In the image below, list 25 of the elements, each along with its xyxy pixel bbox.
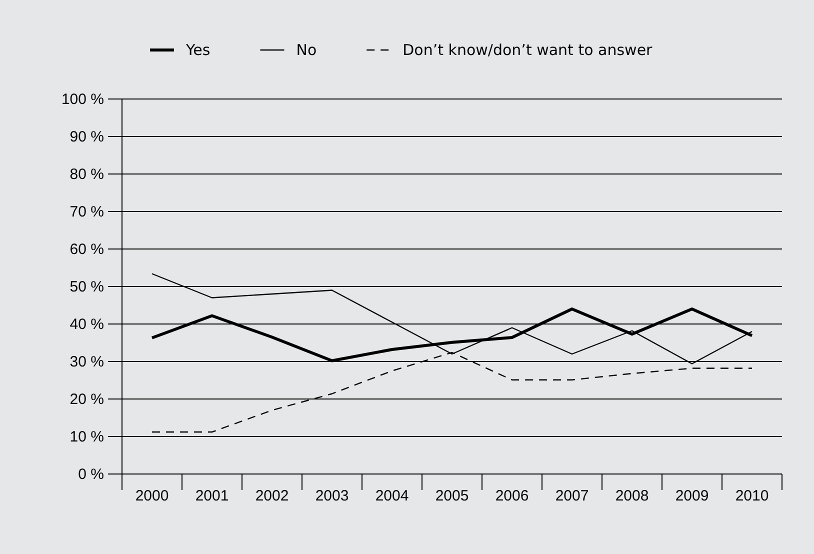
x-tick-label: 2007 [555, 488, 589, 505]
y-tick-label: 70 % [70, 203, 104, 220]
y-tick-label: 50 % [70, 278, 104, 296]
y-tick-label: 20 % [70, 390, 104, 408]
x-tick-label: 2006 [495, 488, 529, 505]
x-tick-label: 2003 [315, 488, 349, 505]
x-tick-label: 2001 [195, 488, 229, 505]
y-tick-label: 80 % [70, 166, 104, 183]
legend-label: Don’t know/don’t want to answer [402, 41, 654, 59]
x-tick-label: 2010 [735, 488, 769, 505]
y-tick-label: 90 % [70, 128, 104, 146]
y-tick-label: 10 % [70, 428, 104, 446]
y-tick-label: 0 % [78, 466, 104, 483]
x-tick-label: 2005 [435, 488, 469, 505]
x-tick-label: 2000 [135, 488, 169, 505]
x-tick-label: 2002 [255, 488, 289, 505]
x-tick-label: 2008 [615, 488, 649, 505]
x-tick-label: 2009 [675, 488, 709, 505]
y-tick-label: 60 % [70, 240, 104, 258]
y-tick-label: 30 % [70, 353, 104, 370]
x-tick-label: 2004 [375, 488, 409, 505]
legend-label: No [296, 41, 317, 59]
y-tick-label: 40 % [70, 316, 104, 333]
y-tick-label: 100 % [61, 90, 104, 108]
legend-label: Yes [185, 41, 210, 59]
